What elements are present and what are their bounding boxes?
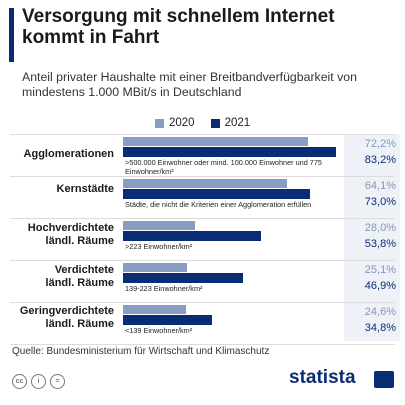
data-label-2021: 83,2% [364,154,396,166]
bar-2021 [123,231,261,241]
data-label-2021: 53,8% [364,238,396,250]
bar-2021 [123,147,336,157]
row-divider [10,176,395,177]
bar-2020 [123,179,287,188]
data-label-2021: 46,9% [364,280,396,292]
bar-2020 [123,137,308,146]
row-divider [10,302,395,303]
category-label-line: ländl. Räume [45,235,114,247]
legend-label-2021: 2021 [224,117,251,129]
category-label: Verdichtete ländl. Räume [8,264,114,290]
nd-icon[interactable]: = [50,374,65,389]
bar-2021 [123,189,310,199]
category-label-line: Hochverdichtete [27,222,114,234]
chart-subtitle: Anteil privater Haushalte mit einer Brei… [22,70,357,99]
data-label-2021: 34,8% [364,322,396,334]
bar-2021 [123,273,243,283]
bar-2020 [123,263,187,272]
category-note: >223 Einwohner/km² [125,242,193,251]
data-label-2020: 25,1% [364,264,396,276]
category-label-line: ländl. Räume [45,277,114,289]
category-label: Geringverdichtete ländl. Räume [8,305,114,331]
data-label-2020: 24,6% [364,306,396,318]
bar-2020 [123,221,195,230]
statista-logo-text[interactable]: statista [289,367,356,388]
category-label: Agglomerationen [23,148,114,160]
row-divider [10,134,395,135]
category-label-line: Geringverdichtete [19,305,114,317]
value-panel [344,134,400,341]
cc-icon[interactable]: cc [12,374,27,389]
category-label: Hochverdichtete ländl. Räume [8,222,114,248]
category-label-line: Verdichtete [54,264,114,276]
legend-label-2020: 2020 [169,117,195,129]
by-icon[interactable]: i [31,374,46,389]
category-note: Städte, die nicht die Kriterien einer Ag… [125,200,312,209]
bar-2021 [123,315,212,325]
row-divider [10,344,395,345]
category-note: <139 Einwohner/km² [125,326,193,335]
data-label-2020: 64,1% [364,180,396,192]
legend-swatch-2021 [210,118,220,128]
legend: 2020 2021 [155,116,266,130]
row-divider [10,218,395,219]
license-icons: cc i = [12,374,69,389]
data-label-2020: 72,2% [364,138,396,150]
legend-swatch-2020 [155,118,164,128]
legend-item-2021: 2021 [210,117,251,129]
data-label-2021: 73,0% [364,196,396,208]
row-divider [10,260,395,261]
bar-2020 [123,305,186,314]
statista-logo-icon[interactable] [374,371,394,388]
data-label-2020: 28,0% [364,222,396,234]
category-label-line: ländl. Räume [45,318,114,330]
title-accent-bar [9,8,14,62]
chart-title: Versorgung mit schnellem Internet kommt … [22,6,335,48]
category-note: 139-223 Einwohner/km² [125,284,203,293]
legend-item-2020: 2020 [155,117,195,129]
category-note: >500.000 Einwohner oder mind. 100.000 Ei… [125,158,322,176]
category-label: Kernstädte [56,183,114,195]
source-note: Quelle: Bundesministerium für Wirtschaft… [12,346,270,357]
